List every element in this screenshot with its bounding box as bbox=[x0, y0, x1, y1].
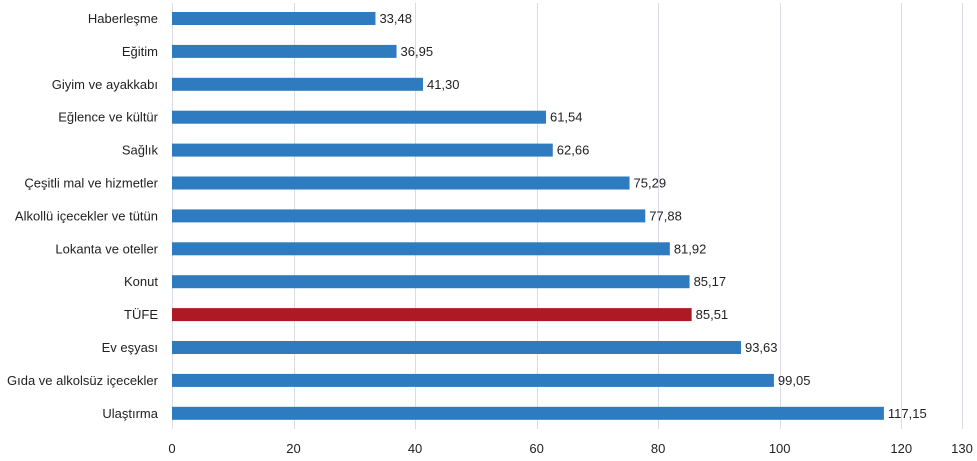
bar-2 bbox=[172, 44, 397, 58]
bar-6 bbox=[172, 176, 630, 190]
category-label-4: Eğlence ve kültür bbox=[58, 110, 158, 125]
bar-10 bbox=[172, 308, 692, 322]
category-label-6: Çeşitli mal ve hizmetler bbox=[24, 176, 158, 191]
value-label-8: 81,92 bbox=[674, 241, 707, 256]
category-label-13: Ulaştırma bbox=[102, 406, 158, 421]
value-label-6: 75,29 bbox=[634, 176, 667, 191]
bar-7 bbox=[172, 209, 646, 223]
value-label-7: 77,88 bbox=[649, 208, 682, 223]
category-label-1: Haberleşme bbox=[88, 11, 158, 26]
x-tick-label-100: 100 bbox=[769, 441, 791, 456]
x-tick-label-80: 80 bbox=[651, 441, 665, 456]
x-tick-label-20: 20 bbox=[286, 441, 300, 456]
category-label-2: Eğitim bbox=[122, 44, 158, 59]
category-label-5: Sağlık bbox=[122, 143, 159, 158]
category-labels: Haberleşme Eğitim Giyim ve ayakkabı Eğlence… bbox=[7, 11, 159, 421]
bar-11 bbox=[172, 341, 741, 354]
bar-5 bbox=[172, 143, 553, 157]
bars bbox=[172, 12, 884, 420]
category-label-10: TÜFE bbox=[124, 307, 158, 322]
bar-8 bbox=[172, 242, 670, 256]
x-axis-tick-labels: 0 20 40 60 80 100 120 130 bbox=[168, 441, 972, 456]
x-tick-label-40: 40 bbox=[408, 441, 422, 456]
category-label-11: Ev eşyası bbox=[102, 340, 158, 355]
bar-1 bbox=[172, 12, 376, 25]
bar-4 bbox=[172, 110, 546, 124]
x-tick-label-60: 60 bbox=[529, 441, 543, 456]
category-label-9: Konut bbox=[124, 274, 158, 289]
value-labels: 33,48 36,95 41,30 61,54 62,66 75,29 77,88 81,92… bbox=[379, 11, 926, 421]
value-label-9: 85,17 bbox=[694, 274, 727, 289]
value-label-12: 99,05 bbox=[778, 373, 811, 388]
category-label-8: Lokanta ve oteller bbox=[55, 241, 158, 256]
x-tick-label-120: 120 bbox=[890, 441, 912, 456]
category-label-12: Gıda ve alkolsüz içecekler bbox=[7, 373, 159, 388]
value-label-1: 33,48 bbox=[379, 11, 412, 26]
bar-3 bbox=[172, 77, 423, 91]
category-label-3: Giyim ve ayakkabı bbox=[52, 77, 158, 92]
value-label-4: 61,54 bbox=[550, 110, 583, 125]
value-label-5: 62,66 bbox=[557, 143, 590, 158]
x-tick-label-0: 0 bbox=[168, 441, 175, 456]
bar-13 bbox=[172, 406, 884, 420]
bar-12 bbox=[172, 373, 774, 387]
bar-9 bbox=[172, 275, 690, 289]
value-label-3: 41,30 bbox=[427, 77, 460, 92]
value-label-11: 93,63 bbox=[745, 340, 778, 355]
category-label-7: Alkollü içecekler ve tütün bbox=[15, 208, 158, 223]
x-tick-label-130: 130 bbox=[951, 441, 973, 456]
value-label-10: 85,51 bbox=[696, 307, 729, 322]
value-label-2: 36,95 bbox=[401, 44, 434, 59]
value-label-13: 117,15 bbox=[888, 406, 927, 421]
